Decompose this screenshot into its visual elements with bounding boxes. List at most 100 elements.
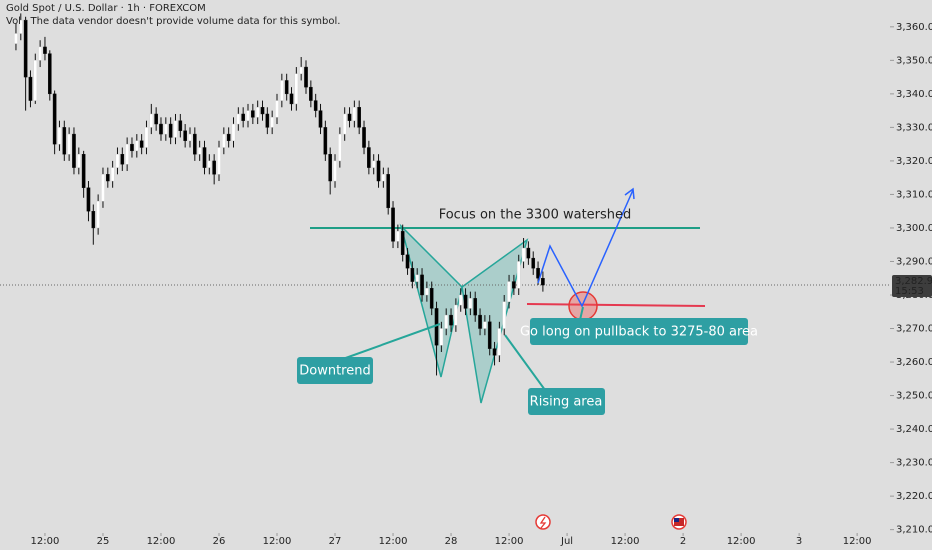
- y-tick-label: 3,220.00: [896, 491, 932, 502]
- candle-body: [347, 113, 352, 121]
- candle-body: [342, 113, 347, 135]
- x-tick-label: 12:00: [843, 536, 872, 547]
- candle-body: [541, 278, 545, 286]
- x-tick-label: 12:00: [379, 536, 408, 547]
- x-tick-label: 26: [213, 536, 226, 547]
- candle-body: [405, 254, 410, 269]
- candle-body: [106, 174, 110, 182]
- candle-body: [526, 247, 531, 259]
- candle-body: [23, 19, 28, 78]
- callout-text: Go long on pullback to 3275-80 area: [520, 325, 758, 340]
- candle-body: [318, 110, 323, 128]
- candle-body: [14, 33, 18, 44]
- entry-line: [526, 303, 706, 308]
- candle-body: [38, 46, 42, 61]
- candle-body: [149, 113, 154, 128]
- candle-body: [502, 301, 507, 329]
- candle-body: [449, 314, 453, 326]
- y-tick-label: 3,310.00: [896, 189, 932, 200]
- candle-body: [434, 308, 439, 346]
- candle-body: [197, 147, 202, 155]
- callout-box: [530, 318, 748, 345]
- flag-icon-canton: [674, 518, 679, 522]
- candle-body: [299, 66, 303, 74]
- candle-body: [280, 80, 284, 101]
- candle-body: [135, 140, 139, 152]
- candle-body: [91, 210, 96, 229]
- callout-text: Downtrend: [299, 364, 370, 379]
- candle-body: [144, 127, 149, 148]
- candle-body: [202, 147, 207, 168]
- candle-body: [76, 154, 81, 168]
- y-tick-label: 3,250.00: [896, 391, 932, 402]
- candle-body: [154, 113, 158, 125]
- y-tick-label: 3,330.00: [896, 122, 932, 133]
- x-tick-label: 12:00: [611, 536, 640, 547]
- last-price-label: 3,282.97: [895, 276, 932, 287]
- candle-body: [217, 147, 221, 175]
- candle-body: [130, 143, 134, 152]
- candle-body: [391, 207, 395, 242]
- candle-body: [444, 314, 449, 329]
- candle-body: [429, 288, 434, 309]
- candle-body: [241, 113, 245, 121]
- event-icon[interactable]: [535, 514, 551, 530]
- candle-body: [454, 304, 458, 326]
- candle-body: [309, 86, 313, 101]
- x-tick-label: 12:00: [31, 536, 60, 547]
- candle-body: [236, 113, 241, 125]
- y-tick-label: 3,230.00: [896, 458, 932, 469]
- candle-body: [463, 294, 468, 309]
- candle-body: [304, 66, 308, 88]
- candle-body: [67, 133, 71, 155]
- x-tick-label: Jul: [560, 536, 573, 547]
- x-tick-label: 12:00: [147, 536, 176, 547]
- candle-body: [492, 348, 497, 356]
- candle-body: [212, 160, 216, 175]
- candle-body: [323, 127, 328, 155]
- candle-body: [183, 130, 187, 141]
- candle-body: [18, 19, 23, 34]
- x-tick-label: 12:00: [727, 536, 756, 547]
- callout-pointer: [579, 306, 584, 321]
- candle-body: [260, 107, 265, 115]
- candle-body: [371, 160, 376, 168]
- candle-body: [536, 267, 540, 279]
- candle-body: [338, 133, 342, 162]
- candle-body: [125, 143, 129, 165]
- candle-body: [115, 154, 120, 168]
- candle-body: [33, 60, 38, 101]
- candle-body: [396, 231, 400, 242]
- candle-body: [294, 73, 299, 105]
- arrow-head: [624, 187, 635, 200]
- candle-body: [120, 154, 125, 165]
- y-tick-label: 3,270.00: [896, 324, 932, 335]
- candle-body: [28, 76, 33, 101]
- candle-body: [458, 294, 463, 306]
- candle-body: [362, 127, 366, 148]
- candle-body: [400, 231, 405, 255]
- y-tick-label: 3,360.00: [896, 22, 932, 33]
- candle-body: [86, 187, 91, 212]
- callout-text: Rising area: [530, 395, 603, 410]
- candle-body: [62, 127, 67, 155]
- candle-body: [226, 133, 231, 141]
- candle-body: [57, 127, 62, 145]
- candle-body: [168, 123, 173, 138]
- y-tick-label: 3,290.00: [896, 256, 932, 267]
- candle-body: [47, 53, 52, 95]
- candle-body: [420, 274, 424, 296]
- x-tick-label: 27: [329, 536, 342, 547]
- y-tick-label: 3,240.00: [896, 424, 932, 435]
- candle-body: [178, 120, 183, 131]
- candle-body: [43, 46, 47, 54]
- candle-body: [110, 167, 115, 182]
- y-tick-label: 3,260.00: [896, 357, 932, 368]
- candle-body: [468, 298, 473, 309]
- x-tick-label: 12:00: [263, 536, 292, 547]
- candle-body: [101, 174, 105, 202]
- candle-body: [96, 200, 100, 229]
- candle-body: [521, 247, 526, 262]
- candle-body: [81, 154, 86, 188]
